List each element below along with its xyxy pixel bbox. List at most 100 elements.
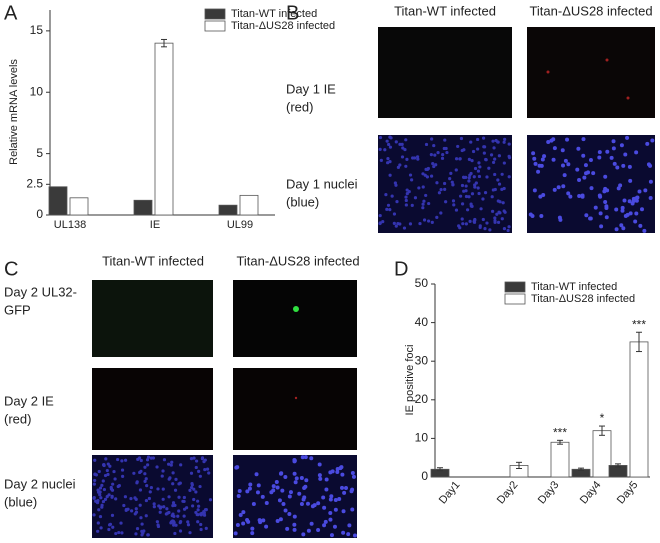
nucleus [560, 148, 565, 153]
nucleus [490, 195, 494, 199]
signal [546, 70, 550, 74]
nucleus [297, 491, 302, 496]
nucleus [264, 501, 269, 506]
nucleus [119, 521, 123, 525]
nucleus [135, 527, 140, 531]
nucleus [188, 488, 192, 492]
nucleus [299, 501, 304, 506]
nucleus [283, 508, 288, 513]
nucleus [108, 522, 113, 526]
nucleus [436, 151, 440, 155]
nucleus [454, 157, 459, 161]
nucleus [247, 486, 252, 491]
nucleus [477, 174, 482, 179]
nucleus [467, 176, 471, 180]
nucleus [429, 174, 434, 178]
nucleus [134, 507, 138, 511]
nucleus [192, 487, 196, 491]
nucleus [605, 149, 610, 154]
nucleus [102, 487, 106, 492]
y-tick-label: 10 [415, 431, 429, 445]
row-label: (blue) [4, 494, 37, 509]
nucleus [160, 474, 164, 478]
row-label: Day 2 IE [4, 393, 54, 408]
nucleus [482, 151, 486, 155]
nucleus [473, 183, 477, 187]
nucleus [456, 144, 460, 149]
nucleus [541, 192, 546, 197]
nucleus [161, 487, 165, 491]
nucleus [277, 498, 282, 503]
nucleus [612, 161, 617, 166]
nucleus [152, 502, 156, 506]
nucleus [146, 463, 150, 467]
nucleus [189, 457, 194, 461]
nucleus [390, 194, 394, 198]
nucleus [194, 459, 199, 463]
nucleus [507, 225, 511, 229]
nucleus [162, 458, 167, 462]
nucleus [292, 514, 297, 519]
nucleus [470, 159, 474, 163]
nucleus [628, 211, 633, 216]
y-tick-label: 20 [415, 392, 429, 406]
nucleus [620, 208, 625, 213]
panel-label: C [4, 258, 18, 280]
nucleus [103, 497, 108, 501]
y-tick-label: 10 [30, 84, 44, 98]
nucleus [566, 162, 571, 167]
nucleus [467, 157, 471, 161]
nucleus [432, 143, 436, 148]
nucleus [146, 533, 150, 537]
nucleus [575, 167, 580, 172]
nucleus [387, 142, 391, 147]
nucleus [145, 484, 149, 488]
nucleus [204, 526, 208, 530]
nucleus [491, 160, 496, 165]
nucleus [385, 207, 389, 211]
nucleus [116, 457, 120, 462]
x-tick-label: Day2 [495, 479, 521, 506]
nucleus [616, 186, 621, 191]
nucleus [502, 161, 506, 165]
nucleus [144, 498, 148, 503]
nucleus [257, 518, 262, 523]
nucleus [609, 155, 614, 160]
nucleus [139, 469, 143, 473]
nucleus [437, 191, 442, 195]
nucleus [481, 217, 485, 222]
nucleus [191, 504, 195, 508]
nucleus [178, 529, 183, 533]
nucleus [430, 220, 434, 224]
bar [154, 42, 174, 216]
nucleus [203, 467, 207, 472]
nucleus [330, 469, 335, 474]
nucleus [458, 157, 462, 161]
nucleus [110, 494, 114, 498]
nucleus [113, 477, 117, 481]
row-label: Day 1 nuclei [286, 176, 358, 191]
nucleus [174, 477, 178, 482]
nucleus [280, 488, 285, 493]
nucleus [552, 187, 557, 192]
nucleus [581, 153, 586, 158]
nucleus [619, 223, 624, 228]
legend-label: Titan-ΔUS28 infected [231, 20, 335, 32]
nucleus [143, 479, 147, 483]
nucleus [648, 195, 653, 200]
error-bar [578, 467, 584, 471]
nucleus [603, 174, 608, 179]
nucleus [140, 533, 144, 537]
nucleus [147, 496, 151, 501]
nucleus [144, 477, 148, 481]
nucleus [236, 494, 241, 499]
nucleus [469, 204, 473, 208]
nucleus [469, 171, 473, 176]
nucleus [169, 463, 173, 467]
nucleus [198, 474, 202, 478]
error-bar [437, 467, 443, 472]
nucleus [395, 200, 399, 204]
legend-swatch [204, 20, 226, 32]
nucleus [120, 459, 124, 463]
nucleus [129, 497, 133, 501]
